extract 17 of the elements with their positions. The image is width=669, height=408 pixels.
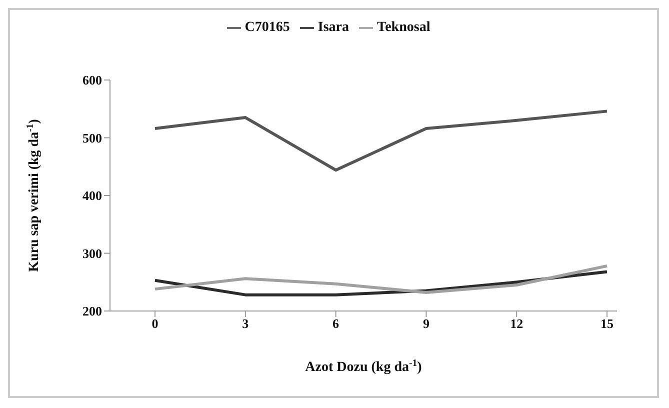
- y-tick-label: 200: [82, 304, 102, 319]
- x-tick-label: 0: [152, 316, 158, 332]
- legend-label: Teknosal: [377, 20, 430, 35]
- x-tick-label: 9: [422, 316, 430, 332]
- x-tick-label: 6: [332, 316, 340, 332]
- y-tick-label: 600: [82, 72, 102, 88]
- y-tick-label: 500: [82, 130, 102, 146]
- x-tick-label: 12: [510, 316, 524, 332]
- line-series: [154, 264, 608, 294]
- legend-label: C70165: [244, 20, 290, 35]
- x-tick-label: 3: [242, 316, 250, 332]
- y-tick-label: 300: [82, 246, 102, 261]
- legend-label: Isara: [318, 20, 350, 35]
- x-tick-label: 15: [600, 316, 614, 332]
- x-axis-title: Azot Dozu (kg da$^{-1}$): [305, 358, 422, 375]
- y-tick-label: 400: [82, 188, 102, 204]
- line-series: [154, 110, 608, 172]
